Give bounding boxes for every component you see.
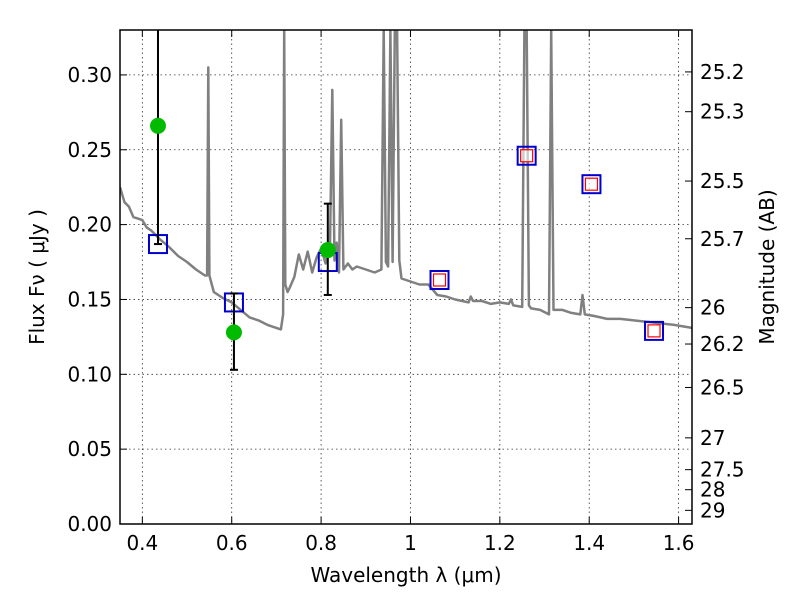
y-tick-label: 0.05	[67, 437, 112, 461]
y-axis-label: Flux Fν ( μJy )	[25, 209, 49, 345]
y-tick-label: 0.30	[67, 63, 112, 87]
y2-tick-label: 29	[700, 498, 725, 522]
y2-tick-label: 25.3	[700, 100, 745, 124]
model-spectrum-line	[120, 30, 692, 331]
observed-photometry-square	[432, 273, 447, 287]
y2-tick-label: 27	[700, 426, 725, 450]
y-tick-label: 0.25	[67, 138, 112, 162]
x-tick-label: 0.4	[126, 531, 158, 555]
plot-content	[120, 30, 692, 371]
x-tick-label: 0.6	[216, 531, 248, 555]
model-photometry-square	[644, 320, 665, 341]
y2-tick-label: 26.5	[700, 375, 745, 399]
x-tick-label: 1	[404, 531, 417, 555]
model-photometry-square	[581, 174, 602, 195]
observed-photometry-square	[647, 324, 661, 338]
y-tick-label: 0.15	[67, 287, 112, 311]
x-tick-label: 1.6	[663, 531, 695, 555]
y2-tick-label: 25.2	[700, 60, 745, 84]
y2-tick-label: 28	[700, 478, 725, 502]
x-tick-label: 0.8	[305, 531, 337, 555]
plot-area	[120, 30, 692, 371]
y2-tick-label: 25.7	[700, 227, 745, 251]
plot-frame	[119, 29, 693, 525]
x-tick-label: 1.4	[573, 531, 605, 555]
observed-photometry-point	[225, 324, 242, 341]
observed-photometry-point	[149, 117, 166, 134]
model-photometry-square	[429, 269, 450, 290]
axis-ticks: 0.4 0.6 0.8 1 1.2 1.4 1.6 0.00 0.05 0.10 0.15 0.20 0…	[67, 30, 745, 555]
right-axis-label: Magnitude (AB)	[755, 189, 779, 344]
y-tick-label: 0.00	[67, 512, 112, 536]
y2-tick-label: 25.5	[700, 169, 745, 193]
y2-tick-label: 26.2	[700, 332, 745, 356]
y2-tick-label: 27.5	[700, 458, 745, 482]
observed-photometry-square	[584, 177, 599, 191]
x-tick-label: 1.2	[484, 531, 516, 555]
y2-tick-label: 26	[700, 296, 725, 320]
observed-photometry-square	[520, 149, 534, 163]
observed-photometry-point	[319, 242, 336, 259]
y-tick-label: 0.20	[67, 213, 112, 237]
x-axis-label: Wavelength λ (μm)	[310, 563, 501, 587]
model-photometry-square	[516, 145, 537, 166]
y-tick-label: 0.10	[67, 362, 112, 386]
